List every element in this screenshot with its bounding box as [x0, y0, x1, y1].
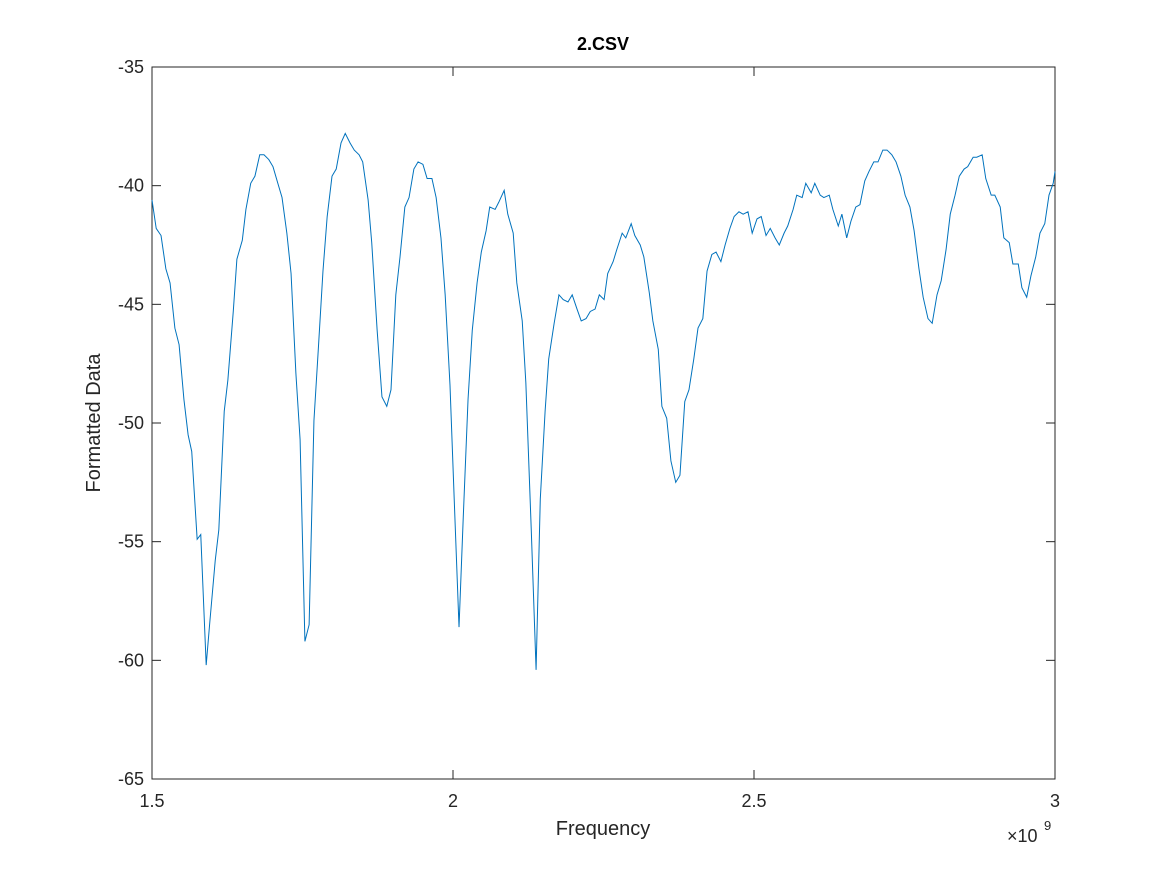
x-multiplier: ×10	[1007, 826, 1038, 846]
x-axis-label: Frequency	[556, 818, 651, 840]
y-axis-label: Formatted Data	[83, 353, 105, 493]
y-tick-label: -45	[118, 294, 144, 314]
y-tick-label: -50	[118, 413, 144, 433]
x-tick-label: 1.5	[139, 791, 164, 811]
data-line	[151, 132, 1056, 670]
y-tick-label: -40	[118, 176, 144, 196]
y-tick-label: -65	[118, 769, 144, 789]
y-tick-label: -55	[118, 532, 144, 552]
x-multiplier-exponent: 9	[1044, 818, 1051, 833]
y-tick-label: -60	[118, 650, 144, 670]
x-tick-label: 2.5	[741, 791, 766, 811]
x-tick-label: 2	[448, 791, 458, 811]
x-tick-label: 3	[1050, 791, 1060, 811]
chart-title: 2.CSV	[577, 34, 629, 54]
y-tick-label: -35	[118, 57, 144, 77]
